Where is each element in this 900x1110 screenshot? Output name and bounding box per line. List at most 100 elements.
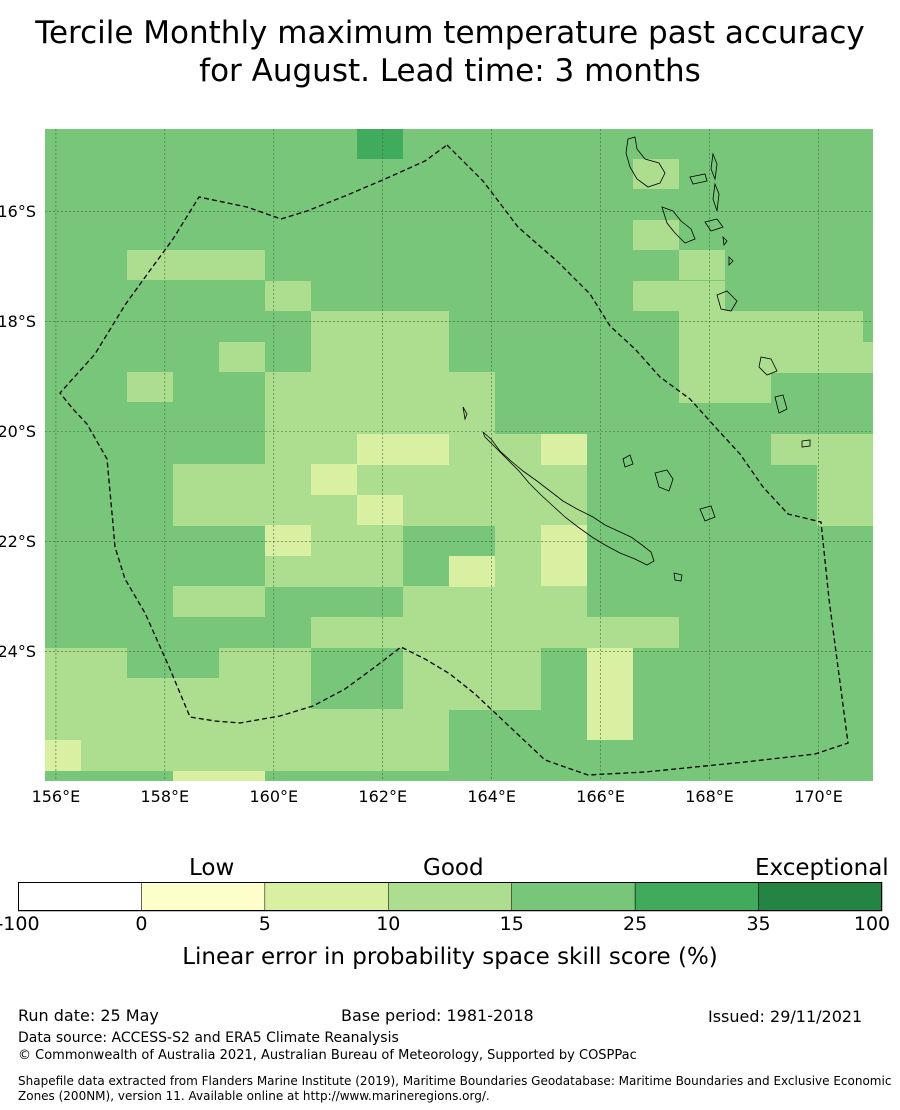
landmasses — [462, 136, 811, 582]
erromango-outline — [758, 356, 778, 376]
colorbar-tick-label: 0 — [135, 913, 148, 935]
skill-cell — [679, 311, 771, 403]
pentecost-outline — [712, 182, 720, 212]
malekula-outline — [661, 206, 696, 244]
longitude-label: 170°E — [794, 787, 843, 806]
base-period: Base period: 1981-2018 — [341, 1006, 534, 1025]
latitude-label: 24°S — [0, 641, 36, 661]
new-caledonia-outline — [482, 431, 655, 566]
colorbar-segment — [758, 882, 883, 912]
skill-cell — [357, 495, 403, 525]
lifou-outline — [654, 469, 674, 492]
colorbar-segment — [264, 882, 389, 912]
colorbar-tick-label: 25 — [623, 913, 648, 935]
espiritu-santo-outline — [625, 136, 666, 188]
skill-cell — [449, 402, 495, 432]
skill-cell — [541, 464, 587, 494]
latitude-label: 18°S — [0, 311, 36, 331]
skill-cell — [127, 678, 173, 771]
skill-cell — [265, 525, 311, 556]
skill-cell — [633, 617, 679, 648]
skill-cell — [173, 678, 311, 771]
skill-cell — [45, 740, 81, 771]
title-line-2: for August. Lead time: 3 months — [199, 53, 701, 89]
skill-cell — [587, 648, 633, 740]
colorbar-heading-good: Good — [423, 855, 484, 881]
skill-cell — [679, 281, 725, 312]
skill-cell — [173, 586, 265, 617]
skill-cell — [311, 464, 357, 495]
colorbar-segment — [141, 882, 266, 912]
copyright: © Commonwealth of Australia 2021, Austra… — [18, 1048, 637, 1063]
colorbar-segment — [18, 882, 142, 912]
colorbar-tick-label: 35 — [746, 913, 771, 935]
latitude-label: 16°S — [0, 201, 36, 221]
skill-cell — [219, 342, 265, 372]
skill-cell — [173, 771, 265, 781]
colorbar-tick-label: 15 — [499, 913, 524, 935]
aneityum-outline — [801, 439, 811, 448]
skill-cell — [357, 434, 449, 465]
shapefile-credit-line-1: Shapefile data extracted from Flanders M… — [18, 1074, 892, 1088]
skill-cell — [265, 281, 311, 311]
longitude-label: 164°E — [467, 787, 516, 806]
skill-cell — [541, 525, 587, 586]
mare-outline — [699, 505, 716, 522]
skill-cell — [679, 250, 725, 280]
longitude-label: 162°E — [358, 787, 408, 806]
skill-cell — [127, 372, 173, 402]
ouvea-outline — [622, 454, 634, 468]
skill-cell — [587, 617, 633, 648]
skill-cell — [403, 709, 449, 771]
longitude-label: 166°E — [576, 787, 625, 806]
map-title: Tercile Monthly maximum temperature past… — [0, 14, 900, 90]
longitude-label: 158°E — [140, 787, 190, 806]
tanna-outline — [774, 394, 788, 414]
colorbar — [18, 882, 883, 912]
data-source: Data source: ACCESS-S2 and ERA5 Climate … — [18, 1030, 399, 1046]
skill-cell — [633, 281, 679, 311]
efate-outline — [716, 290, 738, 312]
skill-cell — [449, 556, 495, 587]
shapefile-credit: Shapefile data extracted from Flanders M… — [18, 1074, 898, 1104]
longitude-label: 156°E — [31, 787, 81, 806]
skill-cell — [771, 434, 817, 465]
shepherd-islands-outline — [722, 235, 734, 266]
skill-grid — [45, 129, 873, 781]
eez-boundary — [59, 144, 849, 776]
title-line-1: Tercile Monthly maximum temperature past… — [35, 15, 865, 51]
longitude-label: 160°E — [249, 787, 299, 806]
skill-cell — [863, 434, 873, 526]
ambae-outline — [689, 173, 708, 185]
latitude-label: 22°S — [0, 531, 36, 551]
colorbar-title: Linear error in probability space skill … — [182, 944, 718, 970]
colorbar-tick-label: -100 — [0, 913, 40, 935]
colorbar-segment — [388, 882, 512, 912]
colorbar-heading-exceptional: Exceptional — [755, 855, 889, 881]
longitude-label: 168°E — [685, 787, 734, 806]
colorbar-tick-label: 5 — [258, 913, 271, 935]
skill-cell — [173, 464, 265, 526]
latitude-label: 20°S — [0, 421, 36, 441]
colorbar-segment — [634, 882, 759, 912]
graticule — [45, 129, 873, 781]
skill-cell — [403, 586, 587, 648]
skill-map — [45, 129, 873, 781]
skill-cell — [449, 648, 541, 710]
belep-outline — [462, 406, 468, 421]
colorbar-heading-low: Low — [189, 855, 235, 881]
colorbar-tick-label: 100 — [853, 913, 891, 935]
skill-cell — [311, 311, 449, 373]
skill-cell — [219, 648, 311, 679]
skill-cell — [863, 342, 873, 373]
issued-date: Issued: 29/11/2021 — [708, 1007, 863, 1026]
colorbar-segment — [511, 882, 636, 912]
colorbar-tick-label: 10 — [376, 913, 401, 935]
skill-cell — [541, 434, 587, 465]
maewo-outline — [710, 152, 718, 181]
skill-cell — [311, 617, 403, 648]
isle-of-pines-outline — [673, 572, 683, 582]
run-date: Run date: 25 May — [18, 1006, 159, 1025]
skill-cell — [817, 342, 863, 373]
skill-cell — [127, 250, 265, 280]
